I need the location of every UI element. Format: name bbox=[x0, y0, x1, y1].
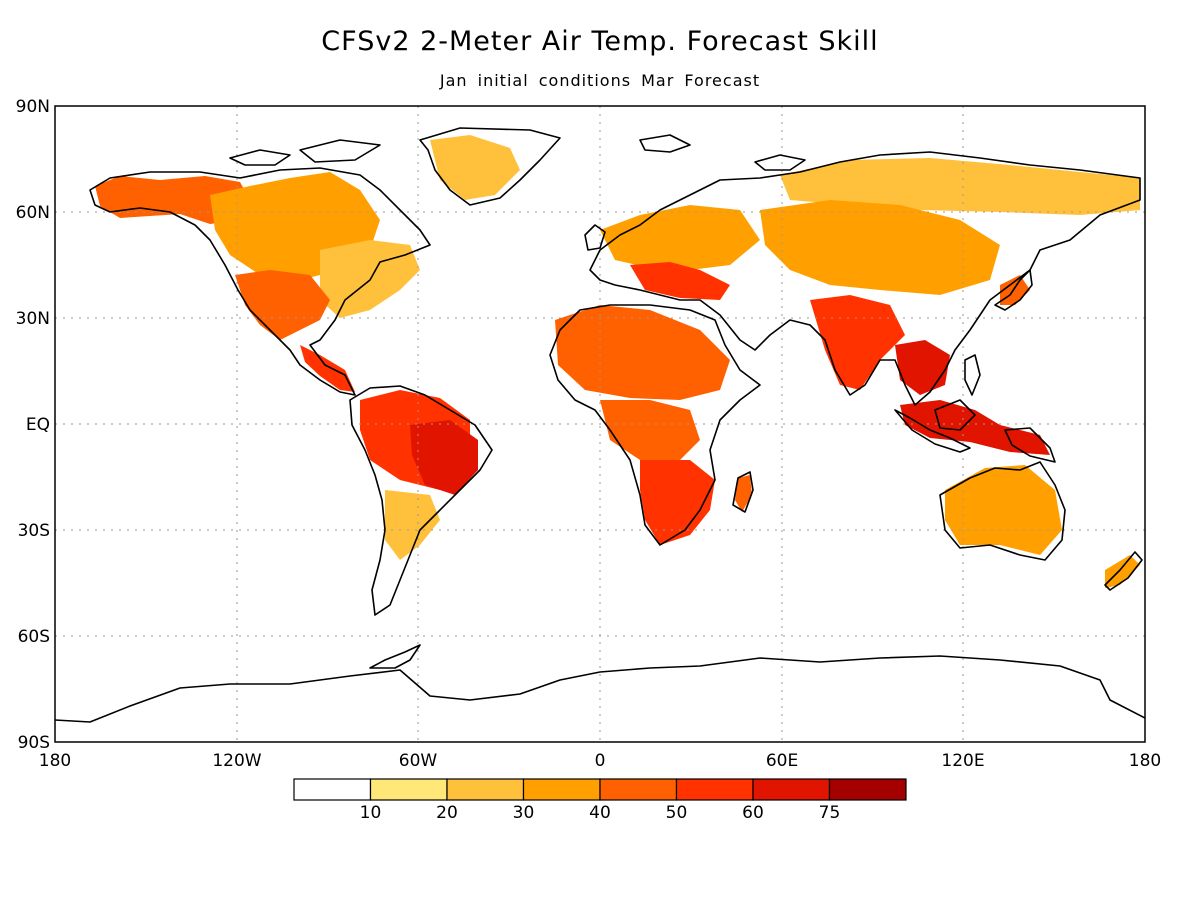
colorbar-swatch bbox=[369, 778, 448, 801]
lon-label: 180 bbox=[39, 751, 71, 771]
lon-label: 60W bbox=[399, 751, 438, 771]
lon-label: 0 bbox=[595, 751, 606, 771]
coastlines bbox=[55, 127, 1145, 723]
colorbar-swatch bbox=[828, 778, 907, 801]
skill-region bbox=[235, 270, 330, 340]
skill-shading bbox=[95, 135, 1140, 588]
skill-region bbox=[430, 135, 520, 200]
lat-label: 30S bbox=[18, 521, 50, 541]
colorbar-tick-label: 75 bbox=[819, 803, 841, 823]
lat-label: 90S bbox=[18, 733, 50, 753]
skill-region bbox=[410, 420, 478, 495]
skill-region bbox=[555, 305, 730, 400]
lat-label: 90N bbox=[16, 97, 50, 117]
skill-region bbox=[810, 295, 905, 390]
colorbar-swatch bbox=[446, 778, 525, 801]
skill-region bbox=[630, 262, 730, 300]
colorbar-swatch bbox=[675, 778, 754, 801]
latitude-labels: 90N 60N 30N EQ 30S 60S 90S bbox=[16, 97, 50, 753]
skill-region bbox=[1105, 555, 1140, 588]
lat-label: 30N bbox=[16, 309, 50, 329]
skill-region bbox=[640, 460, 715, 545]
skill-region bbox=[300, 345, 355, 392]
skill-region bbox=[895, 340, 950, 395]
lon-label: 180 bbox=[1129, 751, 1161, 771]
skill-region bbox=[760, 200, 1000, 295]
graticule bbox=[55, 106, 1145, 742]
colorbar-swatch bbox=[522, 778, 601, 801]
colorbar-tick-label: 30 bbox=[513, 803, 535, 823]
colorbar-swatch bbox=[293, 778, 372, 801]
lon-label: 120E bbox=[941, 751, 984, 771]
skill-region bbox=[945, 465, 1062, 555]
colorbar-swatch bbox=[752, 778, 831, 801]
lon-label: 60E bbox=[766, 751, 798, 771]
map-title: CFSv2 2-Meter Air Temp. Forecast Skill bbox=[321, 26, 879, 57]
colorbar-tick-label: 60 bbox=[742, 803, 764, 823]
colorbar-swatch bbox=[599, 778, 678, 801]
colorbar-tick-label: 10 bbox=[360, 803, 382, 823]
lat-label: EQ bbox=[26, 415, 50, 435]
colorbar-tick-label: 50 bbox=[666, 803, 688, 823]
lat-label: 60S bbox=[18, 627, 50, 647]
longitude-labels: 180 120W 60W 0 60E 120E 180 bbox=[39, 751, 1161, 771]
skill-region bbox=[900, 400, 1050, 455]
skill-region bbox=[95, 176, 250, 224]
skill-region bbox=[780, 158, 1140, 215]
map-frame bbox=[54, 105, 1146, 743]
skill-region bbox=[600, 400, 700, 460]
skill-region bbox=[385, 490, 440, 560]
colorbar-tick-label: 40 bbox=[589, 803, 611, 823]
colorbar: 10 20 30 40 50 60 75 bbox=[293, 778, 907, 823]
lat-label: 60N bbox=[16, 203, 50, 223]
map-subtitle: Jan initial conditions Mar Forecast bbox=[439, 71, 761, 90]
lon-label: 120W bbox=[212, 751, 261, 771]
skill-region bbox=[600, 205, 760, 270]
skill-region bbox=[735, 475, 752, 512]
colorbar-tick-label: 20 bbox=[436, 803, 458, 823]
